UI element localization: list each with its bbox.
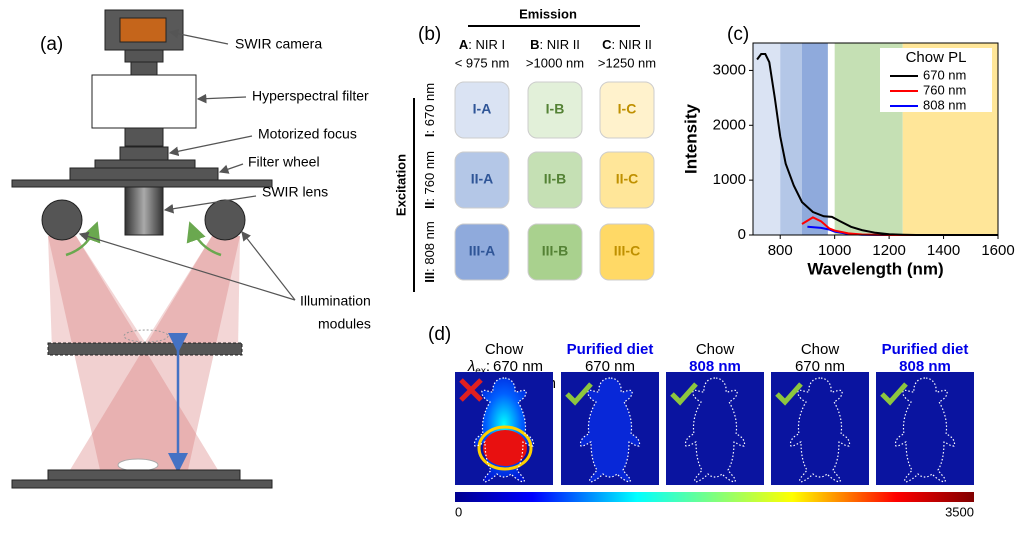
- part-label: Hyperspectral filter: [252, 88, 369, 104]
- stage: [48, 470, 240, 480]
- wavelength-band: [753, 43, 780, 235]
- column-range: >1000 nm: [526, 55, 584, 70]
- colorbar: [455, 492, 974, 502]
- y-tick-label: 1000: [713, 171, 746, 188]
- row-numeral: II: [422, 202, 437, 209]
- condition-label: Chow: [696, 341, 735, 358]
- x-tick-label: 1400: [927, 242, 960, 259]
- y-tick-label: 2000: [713, 116, 746, 133]
- wavelength-band: [780, 43, 802, 235]
- panel-b: (b) Emission Excitation A: NIR I < 975 nm…: [393, 6, 656, 292]
- panel-label: (c): [727, 24, 749, 45]
- platform: [48, 343, 242, 355]
- camera-mount: [131, 62, 157, 75]
- row-head: II: 760 nm: [422, 151, 437, 209]
- hyperspectral-filter: [92, 75, 196, 128]
- row-name: : 760 nm: [422, 151, 437, 202]
- filter-wheel: [70, 168, 218, 180]
- panel-label: (a): [40, 34, 63, 55]
- colorbar-min: 0: [455, 504, 462, 519]
- camera-mount: [125, 50, 163, 62]
- illumination-module: [205, 200, 245, 240]
- column-head: A: NIR I: [459, 37, 505, 52]
- filter-wheel: [95, 160, 195, 168]
- cell-label: I-A: [473, 101, 492, 117]
- cell-label: II-A: [471, 171, 494, 187]
- column-range: >1250 nm: [598, 55, 656, 70]
- colorbar-max: 3500: [945, 504, 974, 519]
- condition-label: Purified diet: [567, 341, 654, 358]
- column-name: : NIR II: [539, 37, 579, 52]
- part-label: SWIR camera: [235, 36, 322, 52]
- y-tick-label: 3000: [713, 61, 746, 78]
- panel-label: (b): [418, 24, 441, 45]
- legend-title: Chow PL: [906, 49, 967, 66]
- x-tick-label: 1200: [872, 242, 905, 259]
- column-letter: B: [530, 37, 539, 52]
- panel-label: (d): [428, 324, 451, 345]
- panel-a: (a) SWIR camera Hyperspectral filter Mot…: [12, 10, 371, 488]
- cell-label: I-C: [618, 101, 637, 117]
- cell-label: II-B: [544, 171, 567, 187]
- part-label: SWIR lens: [262, 184, 328, 200]
- column-name: : NIR I: [468, 37, 505, 52]
- column-head: B: NIR II: [530, 37, 580, 52]
- y-axis-label: Intensity: [681, 104, 700, 174]
- x-tick-label: 1600: [981, 242, 1014, 259]
- x-axis-label: Wavelength (nm): [807, 259, 943, 278]
- figure: (a) SWIR camera Hyperspectral filter Mot…: [0, 0, 1018, 545]
- plate: [12, 180, 272, 187]
- hot-spot: [483, 430, 527, 466]
- image: [876, 372, 974, 485]
- focus-mount: [125, 128, 163, 146]
- row-head: III: 808 nm: [422, 221, 437, 282]
- row-name: : 808 nm: [422, 221, 437, 272]
- part-label: Motorized focus: [258, 126, 357, 142]
- cell-label: II-C: [616, 171, 639, 187]
- y-tick-label: 0: [738, 226, 746, 243]
- image: [666, 372, 764, 485]
- x-tick-label: 800: [768, 242, 793, 259]
- camera-sensor: [120, 18, 166, 42]
- legend-label: 808 nm: [923, 97, 966, 112]
- column-range: < 975 nm: [455, 55, 510, 70]
- row-head: I: 670 nm: [422, 83, 437, 137]
- light-beam: [140, 236, 240, 350]
- image: [771, 372, 869, 485]
- motorized-focus: [120, 147, 168, 160]
- column-head: C: NIR II: [602, 37, 652, 52]
- cell-label: I-B: [546, 101, 565, 117]
- condition-label: Chow: [485, 341, 524, 358]
- part-label: modules: [318, 316, 371, 332]
- part-label: Filter wheel: [248, 154, 320, 170]
- part-label: Illumination: [300, 293, 371, 309]
- excitation-title: Excitation: [393, 154, 408, 216]
- legend-label: 670 nm: [923, 67, 966, 82]
- panel-c: (c) 800 1000 1200 1400 1600 0 1000 2000 3000 Chow…: [681, 24, 1014, 278]
- light-beam: [48, 236, 150, 350]
- emission-title: Emission: [519, 6, 577, 21]
- cell-label: III-C: [614, 243, 640, 259]
- cell-label: III-A: [469, 243, 495, 259]
- illumination-module: [42, 200, 82, 240]
- stage-base: [12, 480, 272, 488]
- row-numeral: III: [422, 272, 437, 283]
- mouse: [118, 459, 158, 471]
- legend-label: 760 nm: [923, 82, 966, 97]
- condition-label: Purified diet: [882, 341, 969, 358]
- cell-label: III-B: [542, 243, 568, 259]
- x-tick-label: 1000: [818, 242, 851, 259]
- row-name: : 670 nm: [422, 83, 437, 134]
- swir-lens: [125, 187, 163, 235]
- column-name: : NIR II: [611, 37, 651, 52]
- condition-label: Chow: [801, 341, 840, 358]
